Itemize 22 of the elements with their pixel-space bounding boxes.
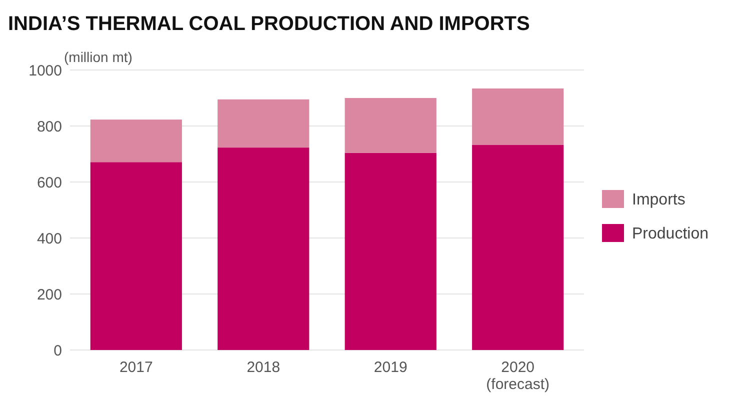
bar [472, 88, 564, 145]
legend-label: Production [632, 226, 708, 243]
x-tick-label: 2019 [374, 359, 408, 376]
x-tick-label: 2020 (forecast) [486, 359, 550, 393]
y-axis-title: (million mt) [64, 49, 132, 65]
y-tick-label: 0 [54, 342, 62, 360]
y-tick-label: 800 [36, 118, 62, 136]
x-tick-label: 2018 [246, 359, 280, 376]
bar [344, 98, 436, 153]
bar [218, 99, 310, 148]
bar [90, 120, 182, 162]
legend-label: Imports [632, 192, 686, 209]
bar [472, 144, 564, 350]
y-tick-label: 400 [36, 230, 62, 248]
chart-title: INDIA’S THERMAL COAL PRODUCTION AND IMPORTS [8, 13, 530, 35]
y-tick-label: 600 [36, 174, 62, 192]
y-tick-label: 1000 [28, 62, 62, 80]
bar [344, 152, 436, 350]
bar [218, 148, 310, 350]
y-tick-label: 200 [36, 286, 62, 304]
bar [90, 162, 182, 350]
x-tick-label: 2017 [119, 359, 153, 376]
